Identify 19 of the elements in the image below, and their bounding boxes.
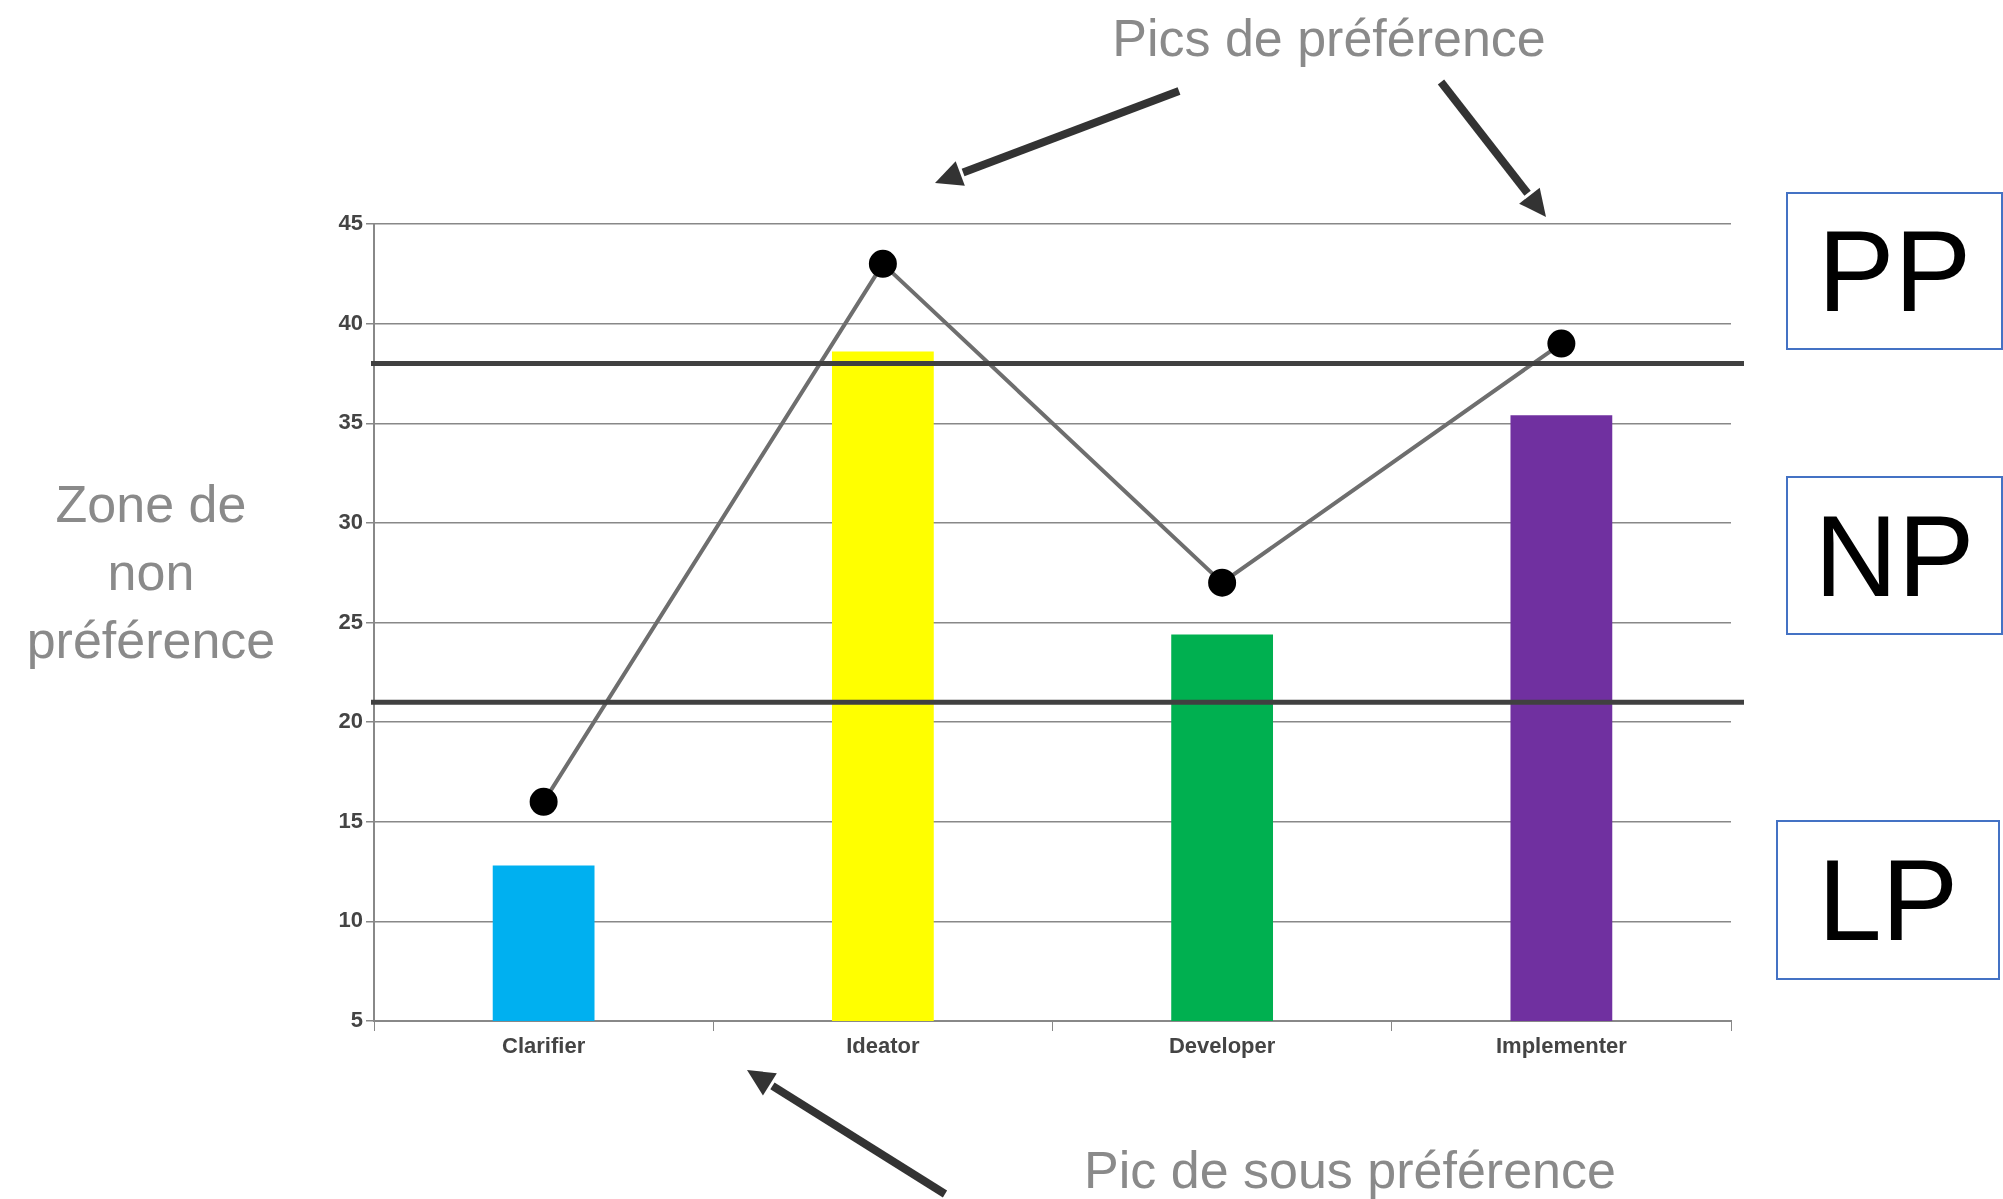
y-tick-label: 45 xyxy=(338,210,363,236)
text: Pic de sous préférence xyxy=(1084,1141,1616,1199)
x-tick-label: Ideator xyxy=(846,1033,920,1059)
y-tick-label: 15 xyxy=(338,807,363,833)
text: PP xyxy=(1817,206,1972,337)
y-tick-label: 5 xyxy=(350,1007,363,1033)
x-tick-label: Clarifier xyxy=(502,1033,586,1059)
y-tick-label: 30 xyxy=(338,508,363,534)
y-tick-label: 25 xyxy=(338,608,363,634)
y-tick-label: 40 xyxy=(338,309,363,335)
x-tick-label: Implementer xyxy=(1495,1033,1628,1059)
text: NP xyxy=(1814,490,1975,622)
x-tick-label: Developer xyxy=(1168,1033,1276,1059)
text: Zone de non préférence xyxy=(26,475,276,669)
y-tick-label: 35 xyxy=(338,409,363,435)
y-tick-label: 10 xyxy=(338,907,363,933)
text: Pics de préférence xyxy=(1112,9,1546,67)
text: LP xyxy=(1817,835,1959,966)
y-tick-label: 20 xyxy=(338,708,363,734)
